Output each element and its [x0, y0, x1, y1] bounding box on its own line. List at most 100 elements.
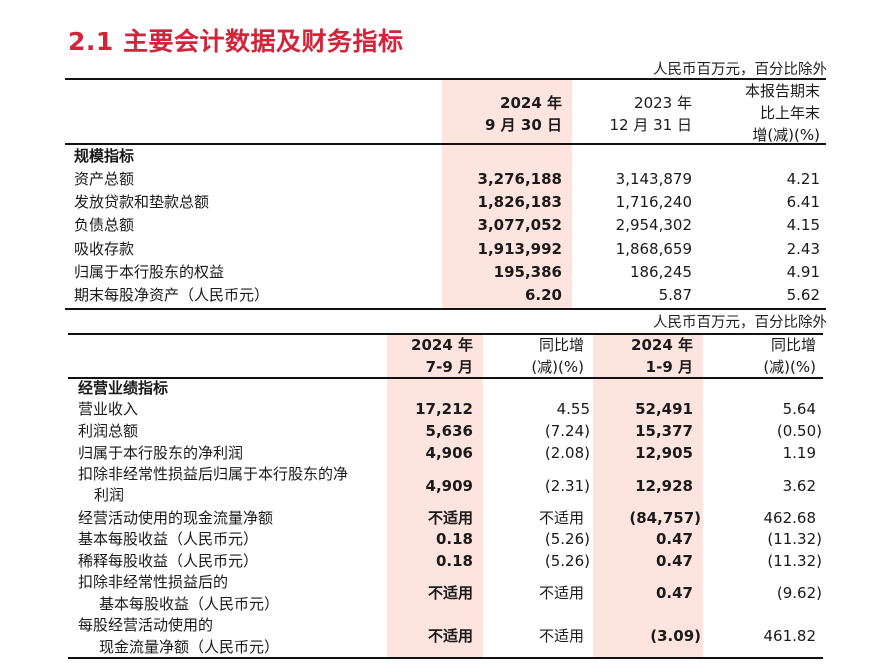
header-line: 同比增 — [538, 336, 584, 354]
row-label: 负债总额 — [74, 216, 135, 234]
value-q3: 不适用 — [427, 584, 473, 602]
table-bottom-rule — [65, 308, 826, 310]
row-label: 扣除非经常性损益后归属于本行股东的净 利润 — [78, 464, 348, 506]
header-line: 9 月 30 日 — [485, 116, 562, 134]
value-2024: 3,077,052 — [477, 216, 562, 234]
value-change: 4.21 — [786, 170, 820, 188]
label-line: 每股经营活动使用的 — [78, 616, 214, 634]
value-2024: 195,386 — [493, 263, 562, 281]
value-ytd-change: (9.62) — [776, 584, 822, 602]
value-q3-change: 4.55 — [556, 400, 590, 418]
header-q3: 2024 年 7-9 月 — [387, 334, 473, 378]
header-line: 1-9 月 — [645, 358, 693, 376]
value-change: 2.43 — [786, 240, 820, 258]
value-q3-change: (5.26) — [544, 530, 590, 548]
value-2023: 186,245 — [629, 263, 692, 281]
value-q3: 4,906 — [425, 444, 473, 462]
header-q3-change: 同比增 (减)(%) — [490, 334, 584, 378]
value-q3: 不适用 — [427, 627, 473, 645]
value-q3-change: 不适用 — [538, 509, 584, 527]
row-label: 扣除非经常性损益后的 基本每股收益（人民币元） — [78, 571, 279, 615]
value-ytd-change: 461.82 — [763, 627, 817, 645]
header-ytd: 2024 年 1-9 月 — [593, 334, 693, 378]
row-label: 经营活动使用的现金流量净额 — [78, 509, 274, 527]
value-2023: 2,954,302 — [615, 216, 692, 234]
value-change: 6.41 — [786, 193, 820, 211]
row-label: 归属于本行股东的权益 — [74, 263, 225, 281]
value-q3-change: (7.24) — [544, 422, 590, 440]
label-line: 扣除非经常性损益后的 — [78, 573, 229, 591]
header-line: (减)(%) — [531, 358, 584, 376]
row-label: 每股经营活动使用的 现金流量净额（人民币元） — [78, 614, 279, 658]
value-ytd-change: (11.32) — [767, 552, 822, 570]
value-2024: 1,826,183 — [477, 193, 562, 211]
header-line: 同比增 — [770, 336, 816, 354]
highlight-column-q3 — [387, 334, 483, 658]
label-line: 利润 — [94, 486, 125, 504]
header-line: 2024 年 — [411, 336, 473, 354]
value-ytd: 12,928 — [635, 477, 693, 495]
value-2024: 3,276,188 — [477, 170, 562, 188]
value-2023: 1,716,240 — [615, 193, 692, 211]
header-rule — [68, 377, 823, 379]
value-q3-change: 不适用 — [538, 627, 584, 645]
value-ytd: 52,491 — [635, 400, 693, 418]
value-q3-change: (5.26) — [544, 552, 590, 570]
value-2024: 1,913,992 — [477, 240, 562, 258]
row-label: 利润总额 — [78, 422, 139, 440]
value-q3: 4,909 — [425, 477, 473, 495]
row-label: 归属于本行股东的净利润 — [78, 444, 244, 462]
value-q3-change: (2.31) — [544, 477, 590, 495]
highlight-column — [442, 79, 572, 309]
header-line: 2024 年 — [631, 336, 693, 354]
label-line: 现金流量净额（人民币元） — [99, 638, 280, 656]
value-ytd: 0.47 — [655, 552, 693, 570]
table-top-rule — [65, 78, 826, 80]
highlight-column-ytd — [593, 334, 703, 658]
value-q3: 5,636 — [425, 422, 473, 440]
label-line: 基本每股收益（人民币元） — [99, 595, 280, 613]
value-ytd-change: 462.68 — [763, 509, 817, 527]
header-line: 2024 年 — [500, 94, 562, 112]
header-line: 增(减)(%) — [752, 126, 820, 144]
header-line: 比上年末 — [759, 104, 820, 122]
header-line: 7-9 月 — [425, 358, 473, 376]
value-ytd-change: (0.50) — [776, 422, 822, 440]
row-label: 基本每股收益（人民币元） — [78, 530, 259, 548]
value-q3: 17,212 — [415, 400, 473, 418]
value-2023: 3,143,879 — [615, 170, 692, 188]
value-2024: 6.20 — [524, 286, 562, 304]
table-bottom-rule — [68, 657, 823, 659]
label-line: 扣除非经常性损益后归属于本行股东的净 — [78, 465, 349, 483]
value-2023: 5.87 — [658, 286, 692, 304]
value-q3-change: 不适用 — [538, 584, 584, 602]
value-ytd-change: 5.64 — [782, 400, 816, 418]
value-ytd-change: 3.62 — [782, 477, 816, 495]
header-line: (减)(%) — [763, 358, 816, 376]
value-q3: 0.18 — [435, 552, 473, 570]
section-label: 规模指标 — [74, 147, 135, 165]
header-rule — [65, 143, 826, 145]
value-ytd: (84,757) — [629, 509, 701, 527]
value-q3: 不适用 — [427, 509, 473, 527]
table-top-rule — [68, 333, 823, 335]
value-ytd: 15,377 — [635, 422, 693, 440]
header-2024: 2024 年 9 月 30 日 — [442, 92, 562, 136]
row-label: 吸收存款 — [74, 240, 135, 258]
row-label: 营业收入 — [78, 400, 139, 418]
header-change: 本报告期末 比上年末 增(减)(%) — [700, 80, 820, 146]
value-ytd: 0.47 — [655, 530, 693, 548]
header-ytd-change: 同比增 (减)(%) — [710, 334, 816, 378]
unit-note: 人民币百万元，百分比除外 — [653, 315, 827, 331]
value-ytd-change: (11.32) — [767, 530, 822, 548]
section-title: 2.1 主要会计数据及财务指标 — [68, 27, 404, 56]
value-ytd: (3.09) — [650, 627, 701, 645]
value-2023: 1,868,659 — [615, 240, 692, 258]
unit-note: 人民币百万元，百分比除外 — [653, 62, 827, 78]
value-ytd-change: 1.19 — [782, 444, 816, 462]
header-line: 2023 年 — [634, 94, 692, 112]
value-ytd: 0.47 — [655, 584, 693, 602]
header-line: 12 月 31 日 — [609, 116, 692, 134]
row-label: 发放贷款和垫款总额 — [74, 193, 210, 211]
section-label: 经营业绩指标 — [78, 379, 169, 397]
